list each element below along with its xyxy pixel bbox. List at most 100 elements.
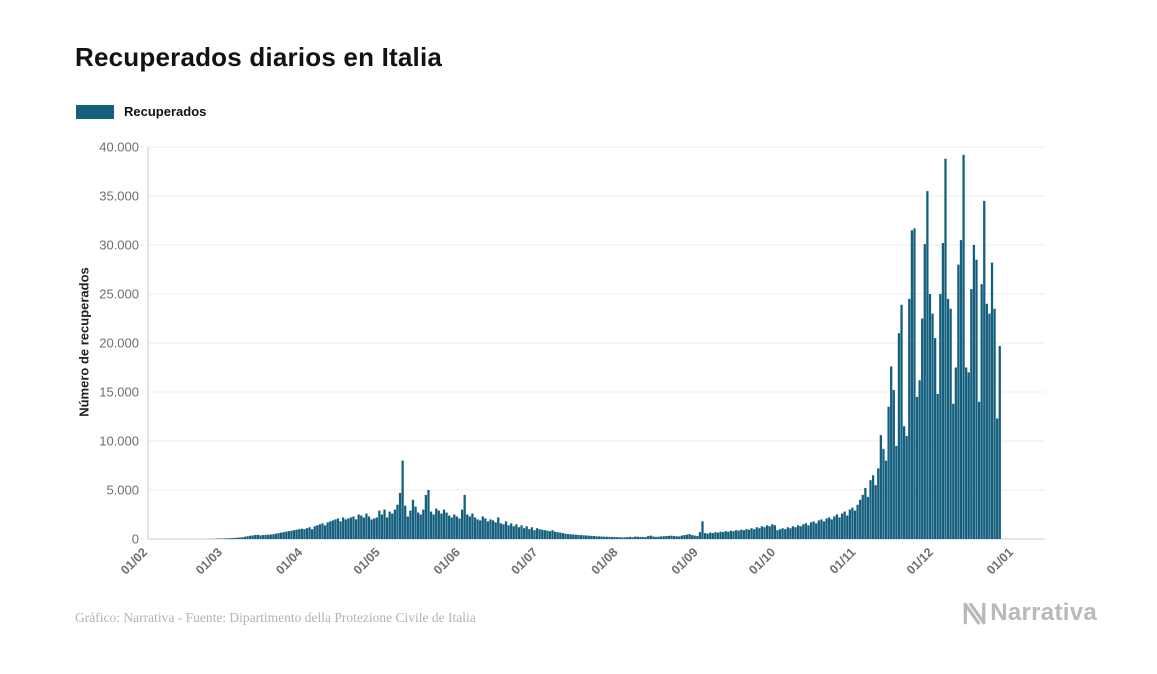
bar [667, 535, 671, 539]
bar [352, 516, 355, 539]
bar [809, 522, 813, 539]
bar [450, 517, 453, 539]
bar [975, 259, 978, 539]
bar [453, 514, 456, 539]
bar [380, 514, 384, 539]
bar [698, 532, 702, 539]
bar [277, 533, 280, 539]
legend-label: Recuperados [124, 104, 207, 119]
bar [815, 523, 818, 539]
bar [411, 499, 415, 539]
bar [383, 509, 386, 539]
bar [579, 535, 583, 539]
bar [497, 517, 500, 539]
bar [279, 532, 283, 539]
bar [758, 528, 761, 539]
bar [269, 534, 272, 539]
bar [652, 536, 655, 539]
bar [354, 519, 358, 539]
bar [254, 534, 257, 539]
bar [941, 243, 945, 540]
bar [768, 526, 771, 539]
footer-credit: Gráfico: Narrativa - Fuente: Dipartiment… [75, 610, 476, 625]
bar [908, 298, 911, 539]
bar [683, 535, 686, 539]
bar [753, 529, 756, 539]
bar [367, 516, 371, 539]
bar [812, 521, 815, 539]
bar [887, 406, 890, 539]
bar [659, 536, 663, 539]
bar [432, 514, 435, 539]
bar [406, 516, 409, 539]
bar [543, 530, 546, 539]
bar [541, 529, 544, 539]
bar [230, 538, 234, 539]
bar [572, 534, 575, 539]
bar [972, 245, 976, 539]
bar [378, 510, 381, 539]
bar [742, 530, 745, 539]
bar [331, 520, 334, 539]
bar [750, 528, 753, 539]
bar [665, 536, 668, 539]
bar [285, 531, 288, 539]
bar [435, 508, 438, 539]
bar [468, 516, 471, 539]
bar [796, 525, 800, 539]
bar [977, 401, 981, 539]
bar [675, 536, 678, 539]
bar [241, 537, 244, 539]
bar [822, 521, 826, 539]
bar [954, 367, 957, 539]
bar [261, 535, 265, 539]
bar [300, 528, 303, 539]
bar [357, 514, 360, 539]
bar [634, 536, 637, 539]
bar [329, 521, 332, 539]
bar [494, 522, 497, 539]
bar [859, 499, 862, 539]
bar [507, 525, 510, 539]
bar [427, 490, 430, 539]
bar [471, 513, 474, 539]
bar [287, 531, 291, 539]
bar [789, 528, 792, 539]
bar [618, 537, 621, 539]
bar [727, 531, 730, 539]
bar [486, 521, 490, 539]
bar [416, 512, 420, 539]
bar [385, 517, 389, 539]
bar [884, 460, 888, 539]
bar [437, 510, 440, 539]
x-tick-label: 01/04 [273, 545, 305, 577]
x-tick-label: 01/07 [508, 545, 540, 577]
y-tick-label: 35.000 [99, 189, 139, 204]
bar [349, 517, 353, 539]
bar [765, 525, 769, 539]
bar [577, 534, 580, 539]
bar [711, 533, 714, 539]
bar [592, 536, 596, 539]
bar [763, 527, 766, 539]
bar [585, 535, 588, 539]
bar [264, 534, 267, 539]
bar [688, 534, 691, 539]
bar [391, 513, 394, 539]
bar [799, 526, 802, 539]
bar [396, 504, 399, 539]
bar [429, 511, 433, 539]
bar [440, 513, 443, 539]
bar [595, 536, 598, 539]
x-tick-label: 01/03 [193, 545, 225, 577]
bar [473, 517, 477, 539]
bar [719, 531, 722, 539]
bar [760, 526, 764, 539]
bar [305, 528, 309, 539]
bar [840, 513, 844, 539]
bar [996, 418, 999, 539]
bar [409, 510, 412, 539]
bar [316, 525, 319, 539]
bar [926, 191, 929, 539]
page-title: Recuperados diarios en Italia [75, 42, 443, 72]
